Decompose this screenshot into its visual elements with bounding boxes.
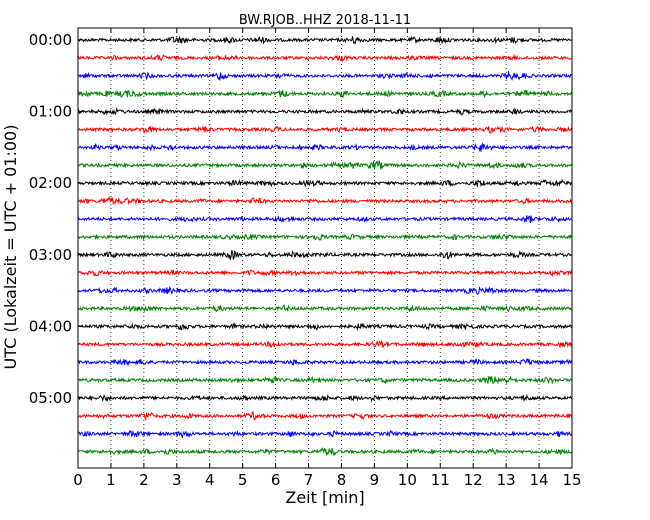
chart-title: BW.RJOB..HHZ 2018-11-11 [239, 13, 411, 28]
x-tick-label: 6 [271, 471, 281, 489]
x-tick-label: 1 [106, 471, 116, 489]
x-tick-label: 0 [73, 471, 83, 489]
y-tick-label: 02:00 [29, 174, 72, 192]
x-tick-label: 11 [431, 471, 450, 489]
y-tick-label: 05:00 [29, 389, 72, 407]
x-tick-label: 13 [497, 471, 516, 489]
x-tick-label: 10 [398, 471, 417, 489]
trace-row [77, 375, 573, 385]
x-tick-label: 15 [562, 471, 581, 489]
x-tick-label: 5 [238, 471, 248, 489]
x-tick-label: 8 [337, 471, 347, 489]
grid-lines [110, 28, 540, 468]
y-tick-label: 01:00 [29, 103, 72, 121]
x-tick-label: 2 [139, 471, 149, 489]
traces [77, 35, 573, 457]
x-tick-label: 9 [370, 471, 380, 489]
trace-row [77, 285, 573, 295]
y-axis-label: UTC (Lokalzeit = UTC + 01:00) [1, 125, 20, 370]
x-tick-label: 3 [172, 471, 182, 489]
trace-row [77, 196, 573, 206]
trace-row [77, 321, 573, 331]
y-axis: 00:00 01:00 02:00 03:00 04:00 05:00 [29, 31, 83, 407]
x-tick-label: 4 [205, 471, 215, 489]
trace-row [78, 35, 573, 45]
trace-row [77, 178, 573, 188]
trace-row [77, 393, 573, 403]
trace-row [77, 71, 573, 81]
trace-row [77, 303, 573, 313]
trace-row [77, 339, 573, 349]
x-axis: 0 1 2 3 4 5 6 7 8 9 10 11 12 13 14 15 [73, 28, 582, 489]
x-tick-label: 12 [464, 471, 483, 489]
trace-row [77, 411, 573, 422]
trace-row [77, 142, 573, 153]
trace-row [77, 160, 573, 170]
trace-row [77, 429, 573, 439]
y-tick-label: 03:00 [29, 246, 72, 264]
trace-row [77, 269, 573, 278]
trace-row [77, 215, 573, 223]
y-tick-label: 04:00 [29, 317, 72, 335]
trace-row [77, 358, 573, 367]
trace-row [77, 446, 573, 457]
y-tick-label: 00:00 [29, 31, 72, 49]
trace-row [77, 106, 573, 116]
x-tick-label: 7 [304, 471, 314, 489]
x-axis-label: Zeit [min] [285, 488, 364, 507]
plot-frame [77, 27, 573, 469]
trace-row [77, 125, 573, 134]
trace-row [77, 89, 573, 99]
trace-row [77, 53, 572, 62]
trace-row [77, 233, 573, 241]
trace-row [77, 249, 573, 261]
x-tick-label: 14 [530, 471, 549, 489]
